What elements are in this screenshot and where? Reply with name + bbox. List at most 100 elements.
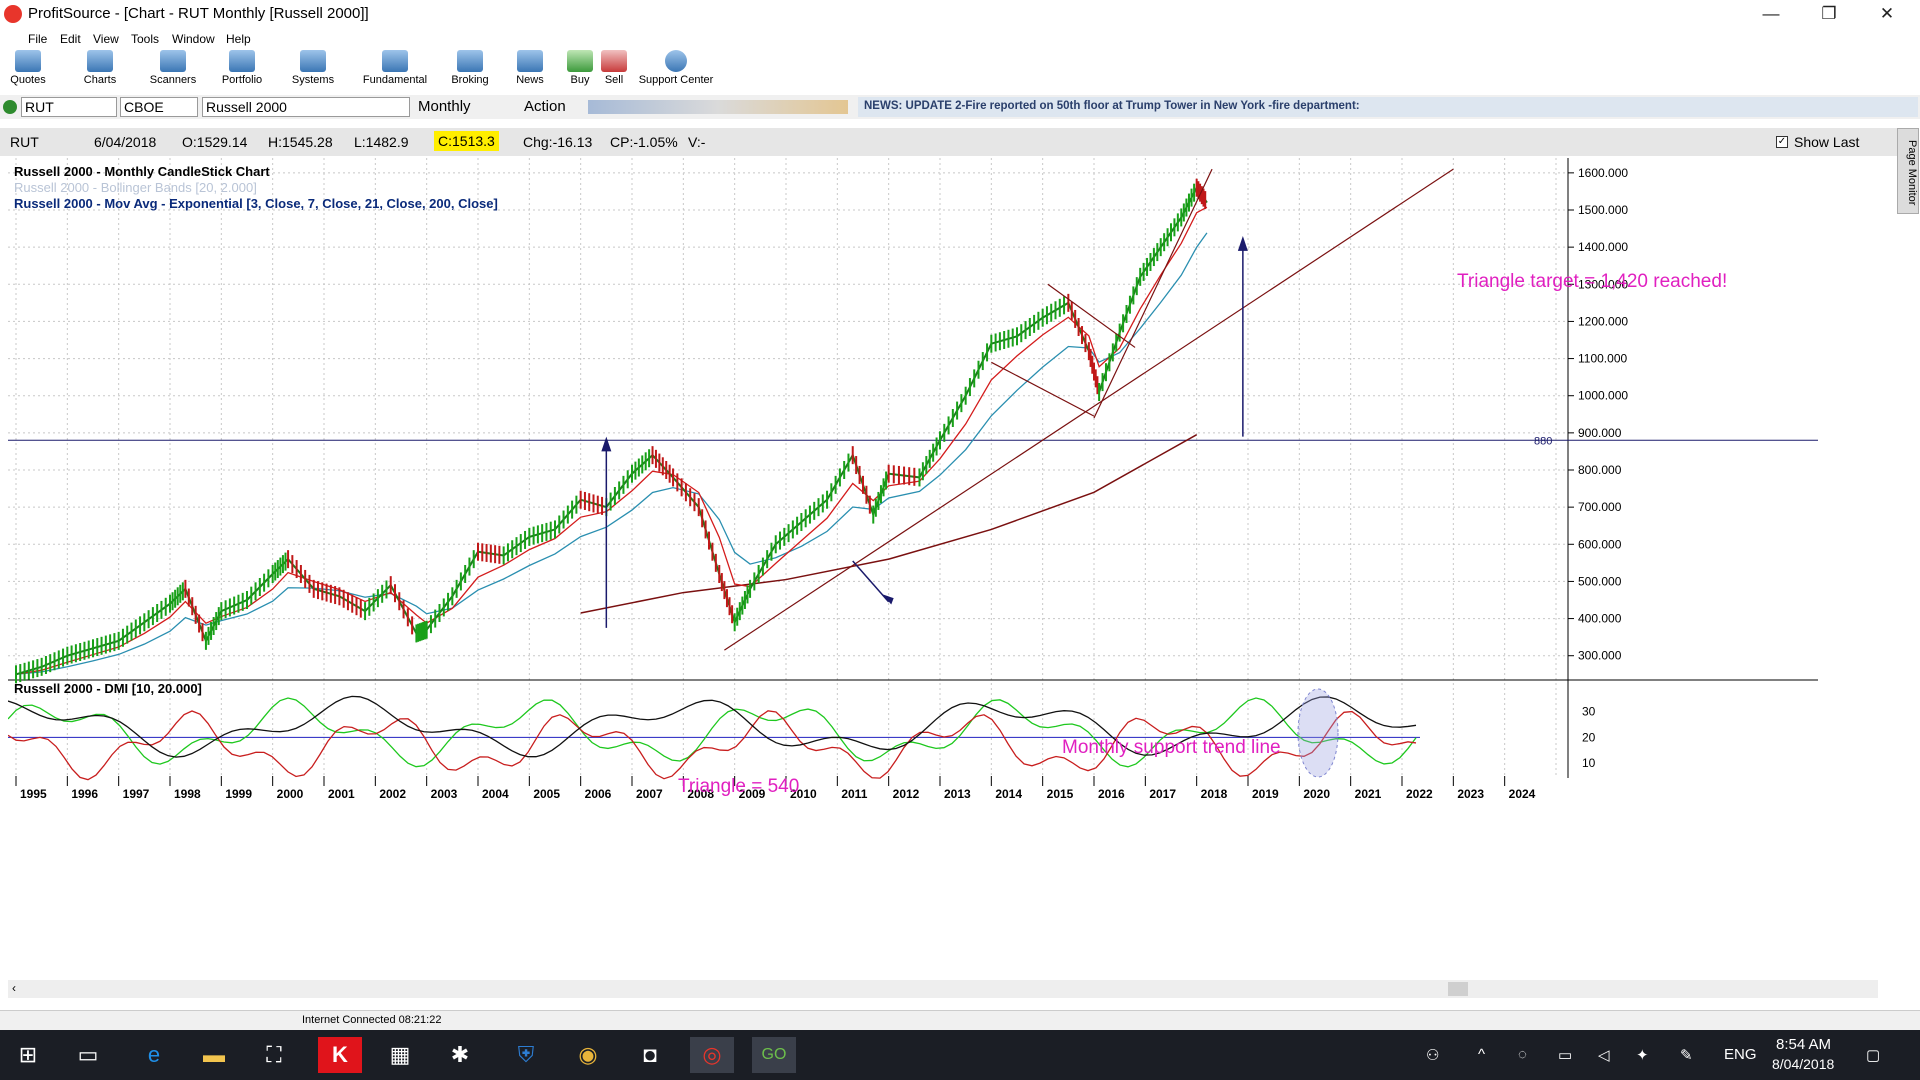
show-last-checkbox[interactable]: ✓ [1776, 136, 1788, 148]
x-tick-label: 2017 [1149, 787, 1176, 801]
scanners-button[interactable]: Scanners [145, 48, 201, 93]
chart-area[interactable]: 880 1600.000 1500.000 1400.000 1300.000 1200.… [8, 158, 1818, 984]
close-button[interactable]: ✕ [1879, 4, 1895, 23]
menu-edit[interactable]: Edit [60, 32, 81, 46]
volume-icon[interactable]: ◁ [1598, 1047, 1610, 1064]
clock-date[interactable]: 8/04/2018 [1772, 1056, 1835, 1072]
quotes-button[interactable]: Quotes [0, 48, 56, 93]
portfolio-button[interactable]: Portfolio [214, 48, 270, 93]
calculator-icon[interactable]: ▦ [389, 1042, 411, 1067]
support-center-button[interactable]: Support Center [636, 48, 716, 93]
buy-button[interactable]: Buy [560, 48, 600, 93]
annotation-triangle: Triangle = 540 [678, 776, 799, 797]
broking-button[interactable]: Broking [442, 48, 498, 93]
store-icon[interactable]: ⛶ [266, 1042, 282, 1067]
action-dropdown[interactable]: Action [524, 98, 566, 115]
notifications-icon[interactable]: ▢ [1866, 1047, 1881, 1064]
symbol-input[interactable]: RUT [21, 97, 117, 117]
people-icon[interactable]: ⚇ [1426, 1047, 1440, 1064]
scanners-icon [160, 50, 186, 72]
horizontal-scrollbar[interactable]: ‹ [8, 980, 1878, 998]
app-icon[interactable]: ✱ [450, 1042, 470, 1067]
dropbox-icon[interactable]: ✦ [1636, 1047, 1649, 1064]
edge-icon[interactable]: e [147, 1042, 161, 1067]
quote-change-percent: CP:-1.05% [610, 134, 678, 150]
page-monitor-tab[interactable]: Page Monitor [1897, 128, 1919, 214]
quote-close: C:1513.3 [434, 131, 499, 151]
window-title: ProfitSource - [Chart - RUT Monthly [Rus… [28, 5, 369, 22]
security-name-field[interactable]: Russell 2000 [202, 97, 410, 117]
menu-bar: File Edit View Tools Window Help [0, 30, 1920, 48]
app-logo-icon [4, 5, 22, 23]
battery-icon[interactable]: ▭ [1558, 1047, 1573, 1064]
ema-21 [15, 232, 1208, 675]
exchange-select[interactable]: CBOE [120, 97, 198, 117]
x-tick-label: 2016 [1098, 787, 1125, 801]
x-tick-label: 2000 [277, 787, 304, 801]
y-tick-label: 1300.000 [1578, 277, 1628, 291]
quote-change: Chg:-16.13 [523, 134, 593, 150]
app-k-icon[interactable]: K [318, 1037, 362, 1073]
x-tick-label: 1998 [174, 787, 201, 801]
file-explorer-icon[interactable]: ▬ [203, 1042, 225, 1067]
annotation-triangle-target: Triangle target = 1,420 reached! [1457, 271, 1727, 292]
clock-time[interactable]: 8:54 AM [1776, 1036, 1832, 1053]
tool-icons-strip[interactable] [588, 100, 848, 114]
x-tick-label: 2008 [687, 787, 714, 801]
menu-file[interactable]: File [28, 32, 48, 46]
x-tick-label: 2014 [995, 787, 1022, 801]
network-icon[interactable]: ◌ [1518, 1046, 1527, 1063]
x-tick-label: 2022 [1406, 787, 1433, 801]
help-icon [665, 50, 687, 72]
quote-bar: RUT 6/04/2018 O:1529.14 H:1545.28 L:1482… [0, 128, 1905, 156]
go-icon[interactable] [3, 100, 17, 114]
scroll-thumb[interactable] [1448, 982, 1468, 996]
y-tick-label: 1000.000 [1578, 389, 1628, 403]
menu-help[interactable]: Help [226, 32, 251, 46]
start-icon[interactable]: ⊞ [18, 1042, 38, 1067]
x-tick-label: 2006 [585, 787, 612, 801]
sell-button[interactable]: Sell [594, 48, 634, 93]
chrome-icon[interactable]: ◉ [578, 1042, 598, 1067]
task-view-icon[interactable]: ▭ [77, 1042, 99, 1067]
news-ticker[interactable]: NEWS: UPDATE 2-Fire reported on 50th flo… [858, 97, 1918, 117]
menu-view[interactable]: View [93, 32, 119, 46]
x-tick-label: 1997 [123, 787, 150, 801]
menu-window[interactable]: Window [172, 32, 215, 46]
fundamental-icon [382, 50, 408, 72]
dmi-panel: 30 20 10 [8, 688, 1596, 781]
y-tick-label: 1100.000 [1578, 352, 1627, 366]
tray-chevron-icon[interactable]: ^ [1478, 1046, 1486, 1063]
camera-icon[interactable]: ◘ [643, 1042, 657, 1067]
triangle-upper-line [1047, 283, 1136, 348]
systems-button[interactable]: Systems [285, 48, 341, 93]
language-indicator[interactable]: ENG [1724, 1046, 1757, 1063]
connection-status: Internet Connected 08:21:22 [302, 1014, 442, 1026]
period-dropdown[interactable]: Monthly [418, 98, 471, 115]
dmi-tick-label: 30 [1582, 705, 1596, 719]
charts-icon [87, 50, 113, 72]
restore-button[interactable]: ❐ [1821, 4, 1837, 23]
y-tick-label: 1500.000 [1578, 203, 1628, 217]
support-arrow [852, 560, 890, 603]
dmi-tick-label: 20 [1582, 730, 1596, 744]
dmi-minus-line [8, 710, 1417, 781]
go-task-icon[interactable]: GO [752, 1037, 796, 1073]
dmi-tick-label: 10 [1582, 756, 1596, 770]
quote-low: L:1482.9 [354, 134, 409, 150]
y-tick-label: 900.000 [1578, 426, 1622, 440]
fundamental-button[interactable]: Fundamental [360, 48, 430, 93]
defender-icon[interactable]: ⛨ [517, 1042, 535, 1067]
pen-icon[interactable]: ✎ [1680, 1047, 1693, 1064]
minimize-button[interactable]: — [1762, 4, 1780, 23]
symbol-bar: RUT CBOE Russell 2000 Monthly Action NEW… [0, 95, 1920, 119]
quote-volume: V:- [688, 134, 706, 150]
scroll-left-icon[interactable]: ‹ [12, 981, 16, 995]
x-tick-label: 2004 [482, 787, 509, 801]
x-tick-label: 2021 [1355, 787, 1382, 801]
menu-tools[interactable]: Tools [131, 32, 160, 46]
profitsource-task-icon[interactable]: ◎ [690, 1037, 734, 1073]
news-button[interactable]: News [502, 48, 558, 93]
charts-button[interactable]: Charts [72, 48, 128, 93]
portfolio-icon [229, 50, 255, 72]
